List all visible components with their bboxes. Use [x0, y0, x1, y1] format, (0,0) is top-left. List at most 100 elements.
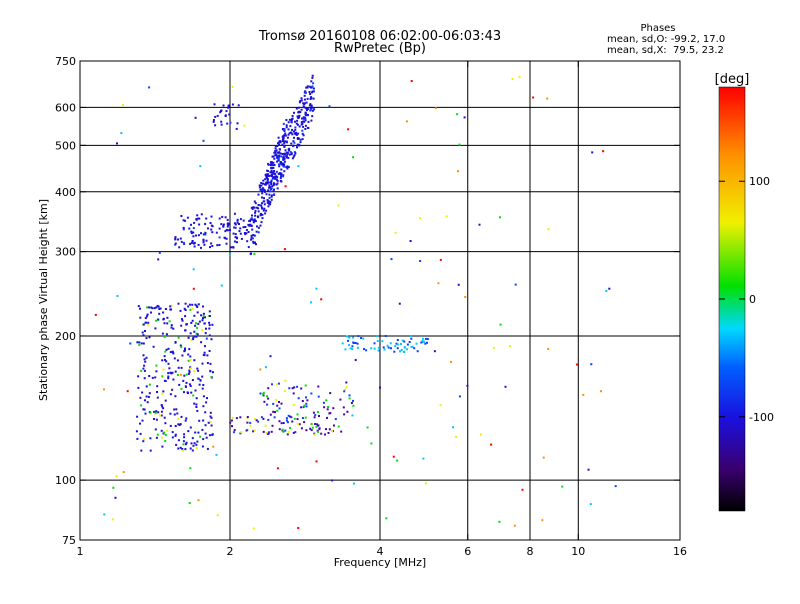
data-point — [137, 305, 140, 308]
data-point — [167, 347, 170, 350]
data-point — [204, 432, 207, 435]
data-point — [385, 517, 388, 520]
data-point — [167, 377, 170, 380]
data-point — [250, 238, 252, 241]
data-point — [575, 363, 578, 366]
x-tick-label: 16 — [673, 545, 687, 558]
data-point — [189, 242, 192, 245]
data-point — [416, 350, 419, 353]
data-point — [236, 122, 239, 125]
data-point — [171, 388, 174, 391]
data-point — [291, 387, 294, 390]
data-point — [254, 209, 257, 212]
data-point — [305, 396, 307, 399]
data-point — [300, 108, 303, 111]
data-point — [265, 209, 268, 212]
data-point — [466, 384, 469, 387]
data-point — [311, 85, 314, 88]
data-point — [317, 430, 319, 433]
data-point — [189, 385, 192, 387]
data-point — [182, 443, 185, 446]
data-point — [183, 374, 186, 377]
data-point — [439, 258, 442, 261]
data-point — [287, 133, 290, 136]
data-point — [261, 202, 263, 205]
data-point — [171, 350, 174, 353]
data-point — [165, 348, 168, 351]
data-point — [161, 436, 163, 439]
data-point — [174, 370, 177, 373]
x-tick-label: 6 — [464, 545, 471, 558]
data-point — [233, 226, 236, 229]
data-point — [208, 321, 211, 324]
data-point — [169, 412, 172, 415]
data-point — [195, 406, 198, 408]
data-point — [457, 283, 460, 286]
data-point — [282, 157, 285, 160]
data-point — [235, 237, 238, 240]
data-point — [148, 306, 150, 309]
data-point — [282, 158, 285, 161]
data-point — [215, 453, 218, 456]
data-point — [262, 417, 265, 420]
data-point — [297, 111, 300, 114]
data-point — [169, 351, 172, 354]
data-point — [235, 127, 238, 130]
data-point — [186, 216, 189, 219]
data-point — [220, 120, 223, 123]
data-point — [193, 330, 196, 333]
data-point — [343, 413, 346, 416]
data-point — [257, 204, 260, 206]
data-point — [184, 443, 187, 446]
data-point — [282, 122, 285, 125]
data-point — [180, 240, 183, 243]
data-point — [163, 379, 166, 382]
data-point — [202, 405, 205, 408]
data-point — [247, 231, 250, 233]
data-point — [292, 155, 295, 158]
data-point — [274, 145, 277, 148]
data-point — [156, 391, 158, 393]
data-point — [140, 404, 142, 407]
data-point — [163, 335, 166, 338]
data-point — [302, 125, 305, 128]
data-point — [248, 224, 251, 227]
data-point — [252, 221, 255, 224]
data-point — [304, 117, 307, 120]
data-point — [203, 243, 206, 246]
data-point — [149, 449, 152, 452]
data-point — [201, 445, 204, 448]
data-point — [346, 410, 349, 413]
data-point — [191, 449, 194, 452]
data-point — [274, 154, 277, 157]
data-point — [216, 114, 219, 117]
data-point — [192, 444, 195, 447]
data-point — [191, 437, 194, 440]
data-point — [198, 223, 201, 226]
data-point — [403, 346, 406, 349]
data-point — [265, 176, 268, 179]
data-point — [499, 323, 502, 326]
data-point — [227, 104, 230, 107]
data-point — [153, 410, 156, 413]
data-point — [299, 111, 302, 114]
data-point — [304, 128, 307, 130]
data-point — [179, 373, 182, 376]
data-point — [277, 151, 279, 154]
data-point — [455, 435, 458, 438]
data-point — [291, 114, 294, 117]
data-point — [170, 304, 173, 307]
data-point — [605, 290, 608, 293]
data-point — [276, 160, 278, 163]
data-point — [195, 218, 198, 221]
data-point — [284, 132, 287, 135]
data-point — [304, 416, 307, 419]
data-point — [293, 130, 295, 133]
data-point — [116, 142, 118, 145]
data-point — [253, 252, 256, 255]
data-point — [331, 479, 334, 482]
data-point — [160, 410, 163, 413]
data-point — [370, 347, 373, 350]
data-point — [352, 404, 355, 407]
data-point — [245, 229, 248, 231]
